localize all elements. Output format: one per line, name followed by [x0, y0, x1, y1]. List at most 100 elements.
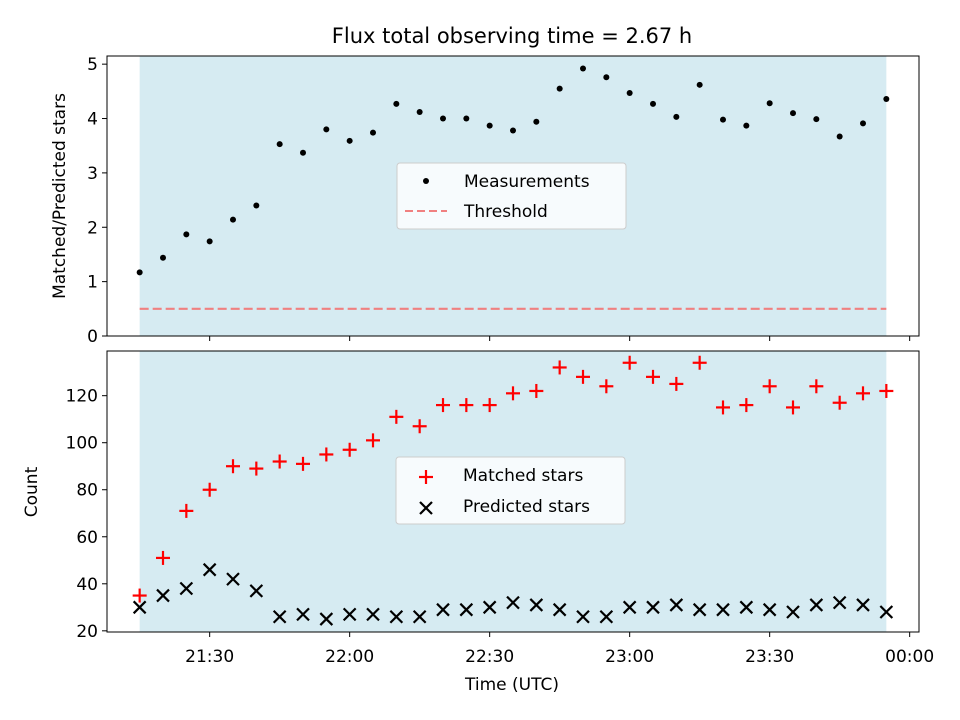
matched-star-point: [226, 459, 240, 474]
bottom-panel: 20 40 60 80 100 120 21:30 22:00 22:30 23:00 23:30…: [22, 350, 934, 695]
predicted-star-point: [506, 595, 520, 610]
matched-star-point: [576, 369, 590, 384]
predicted-star-stroke: [202, 562, 217, 577]
predicted-star-stroke: [482, 600, 497, 615]
matched-star-point: [832, 395, 847, 410]
measurement-point: [790, 110, 796, 117]
measurement-point: [533, 118, 540, 125]
predicted-star-stroke: [599, 609, 614, 624]
matched-star-point: [366, 433, 380, 448]
matched-star-point: [482, 398, 497, 413]
top-y-tick-label: 2: [87, 218, 98, 238]
matched-star-point: [692, 355, 707, 370]
measurement-point: [346, 137, 353, 144]
matched-star-point: [506, 386, 520, 401]
predicted-star-point: [529, 598, 544, 612]
chart-title: Flux total observing time = 2.67 h: [332, 24, 692, 48]
matched-star-point: [272, 454, 287, 469]
top-y-tick-label: 5: [87, 55, 98, 75]
measurement-point: [463, 115, 470, 122]
measurement-point: [370, 129, 376, 136]
top-y-label: Matched/Predicted stars: [50, 93, 70, 299]
measurement-point: [136, 269, 143, 276]
bottom-y-axis: 20 40 60 80 100 120: [66, 387, 107, 642]
bottom-y-tick-label: 40: [76, 575, 98, 595]
measurement-point: [626, 89, 633, 96]
predicted-star-stroke: [832, 595, 847, 610]
predicted-star-point: [482, 600, 497, 615]
predicted-star-stroke: [669, 598, 684, 612]
predicted-star-point: [202, 562, 217, 577]
predicted-star-stroke: [856, 598, 870, 612]
predicted-star-stroke: [622, 600, 637, 615]
bottom-y-tick-label: 60: [76, 528, 98, 548]
predicted-star-point: [319, 612, 334, 626]
matched-star-point: [202, 482, 217, 497]
legend-matched-label: Matched stars: [463, 466, 583, 486]
predicted-star-point: [179, 581, 194, 596]
matched-star-point: [622, 355, 637, 370]
matched-star-point: [552, 360, 567, 375]
predicted-star-point: [272, 609, 287, 624]
measurement-point: [650, 100, 656, 107]
predicted-star-stroke: [436, 602, 450, 617]
matched-star-point: [179, 503, 194, 518]
measurement-point: [883, 95, 890, 102]
predicted-star-point: [832, 595, 847, 610]
measurement-point: [510, 127, 516, 134]
x-tick-label: 22:00: [325, 647, 374, 667]
top-axes-frame: [106, 55, 920, 337]
predicted-star-point: [156, 588, 170, 603]
predicted-star-point: [646, 600, 660, 615]
top-x-ticks: [209, 336, 911, 341]
predicted-star-stroke: [389, 609, 404, 624]
top-y-tick-label: 4: [87, 110, 98, 130]
predicted-star-stroke: [576, 609, 590, 624]
matched-star-point: [879, 383, 894, 398]
measurement-point: [300, 149, 306, 156]
predicted-star-stroke: [272, 609, 287, 624]
measurement-point: [276, 141, 283, 148]
predicted-star-stroke: [249, 584, 264, 598]
matched-star-point: [156, 550, 170, 565]
bottom-y-tick-label: 20: [76, 622, 98, 642]
predicted-star-stroke: [786, 605, 800, 619]
predicted-star-stroke: [156, 588, 170, 603]
predicted-star-point: [786, 605, 800, 619]
matched-star-point: [459, 398, 474, 413]
predicted-star-point: [879, 605, 894, 619]
predicted-star-point: [762, 602, 777, 617]
matched-star-point: [739, 398, 754, 413]
matched-star-point: [412, 419, 427, 434]
measurement-point: [603, 74, 610, 81]
measurement-point: [673, 113, 680, 120]
bottom-plot-marks: [132, 355, 894, 626]
predicted-star-stroke: [716, 602, 730, 617]
legend-predicted-label: Predicted stars: [463, 497, 590, 517]
predicted-star-stroke: [412, 609, 427, 624]
predicted-star-point: [716, 602, 730, 617]
predicted-star-point: [576, 609, 590, 624]
measurement-point: [836, 133, 843, 140]
measurement-point: [253, 202, 260, 209]
predicted-star-point: [342, 607, 357, 622]
predicted-star-stroke: [319, 612, 334, 626]
measurement-point: [183, 231, 190, 238]
top-y-tick-label: 3: [87, 164, 98, 184]
matched-star-point: [389, 409, 404, 424]
predicted-star-stroke: [762, 602, 777, 617]
matched-star-point: [342, 442, 357, 457]
measurement-point: [206, 238, 213, 245]
top-legend: Measurements Threshold: [396, 162, 627, 230]
measurement-point: [160, 254, 166, 261]
matched-star-point: [132, 588, 147, 603]
predicted-star-point: [249, 584, 264, 598]
matched-star-point: [249, 461, 264, 476]
matched-star-point: [786, 400, 800, 415]
measurement-point: [766, 100, 773, 107]
top-y-tick-label: 0: [87, 327, 98, 347]
predicted-star-point: [669, 598, 684, 612]
predicted-star-stroke: [459, 602, 474, 617]
measurement-point: [440, 115, 446, 122]
bottom-y-tick-label: 120: [66, 387, 98, 407]
